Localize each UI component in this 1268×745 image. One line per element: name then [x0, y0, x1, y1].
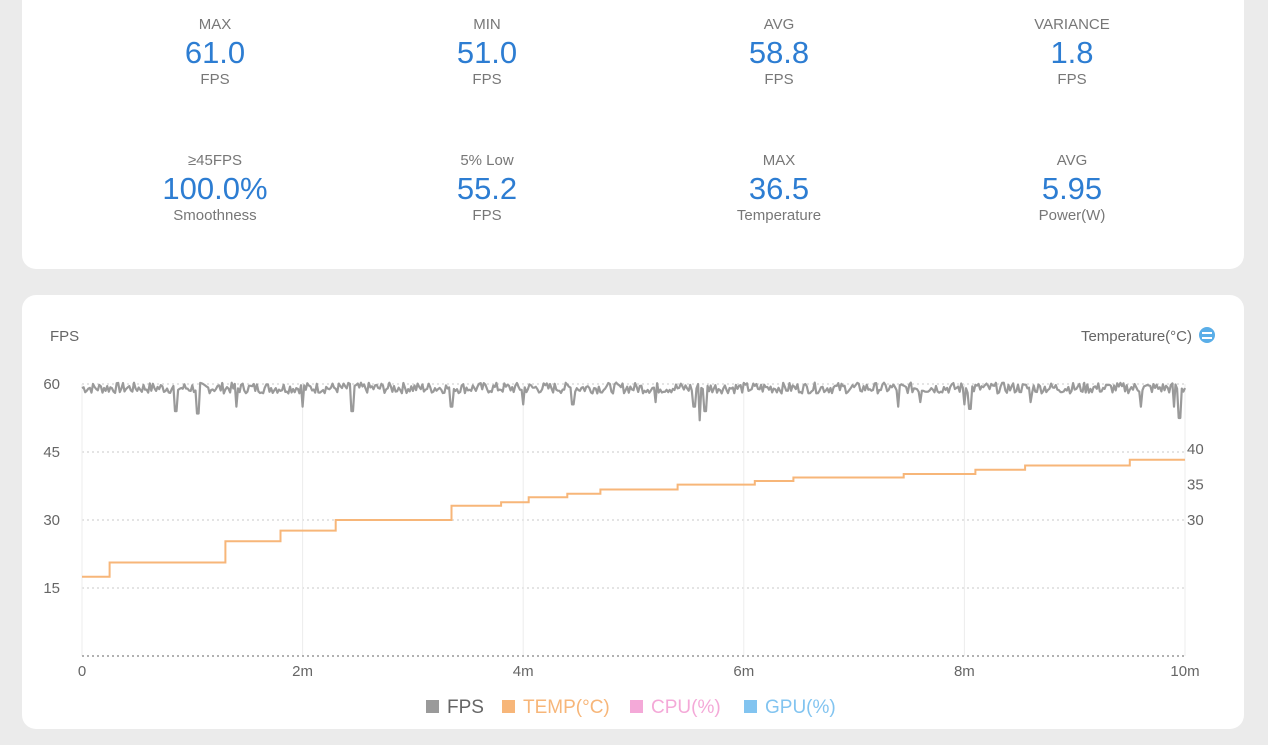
axis-toggle-button[interactable]: [1199, 327, 1215, 343]
stat-value: 5.95: [1041, 171, 1103, 206]
legend[interactable]: FPS TEMP(°C) CPU(%) GPU(%): [426, 697, 836, 718]
swap-icon[interactable]: [1199, 327, 1215, 343]
legend-swatch: [426, 700, 439, 713]
stat-label: ≥45FPS: [187, 152, 243, 169]
stat-value: 1.8: [1050, 35, 1094, 70]
y-left-tick-label: 30: [43, 512, 60, 529]
stat-label: MIN: [473, 16, 501, 33]
legend-item[interactable]: GPU(%): [744, 697, 836, 718]
y-left-tick-label: 15: [43, 580, 60, 597]
stat-item: MIN 51.0 FPS: [377, 16, 597, 89]
stat-unit: FPS: [200, 71, 230, 88]
stat-value: 36.5: [748, 171, 810, 206]
x-tick-label: 10m: [1170, 663, 1199, 680]
stat-item: 5% Low 55.2 FPS: [377, 152, 597, 225]
series-layer: [81, 381, 1187, 578]
y-right-tick-label: 35: [1187, 477, 1204, 494]
stat-unit: FPS: [764, 71, 794, 88]
grid-layer: [81, 383, 1186, 657]
y-left-tick-label: 60: [43, 376, 60, 393]
y-right-tick-label: 40: [1187, 441, 1204, 458]
left-axis-title: FPS: [50, 328, 79, 345]
stat-value: 100.0%: [162, 171, 268, 206]
stat-item: AVG 58.8 FPS: [669, 16, 889, 89]
legend-swatch: [744, 700, 757, 713]
legend-label: FPS: [447, 697, 484, 718]
stat-label: AVG: [763, 16, 795, 33]
stat-item: AVG 5.95 Power(W): [962, 152, 1182, 225]
legend-label: TEMP(°C): [523, 697, 610, 718]
stat-value: 51.0: [456, 35, 518, 70]
temp-series-line: [82, 458, 1185, 578]
stats-card: MAX 61.0 FPS MIN 51.0 FPS AVG 58.8 FPS VARIANCE 1.…: [22, 0, 1244, 269]
y-left-tick-label: 45: [43, 444, 60, 461]
stat-unit: FPS: [472, 207, 502, 224]
performance-chart: 15 30 45 60 0 2m 4m 6m 8m 10m 30 35 40 FPS TEMP(°C) CP…: [43, 327, 1215, 718]
stat-unit: FPS: [1057, 71, 1087, 88]
stat-item: VARIANCE 1.8 FPS: [962, 16, 1182, 89]
stat-value: 61.0: [184, 35, 246, 70]
axis-layer: 15 30 45 60 0 2m 4m 6m 8m 10m 30 35 40: [43, 376, 1203, 680]
stat-unit: Smoothness: [173, 207, 257, 224]
stat-unit: Power(W): [1038, 207, 1106, 224]
stat-label: MAX: [762, 152, 796, 169]
legend-swatch: [502, 700, 515, 713]
x-tick-label: 6m: [733, 663, 754, 680]
right-axis-title: Temperature(°C): [1081, 328, 1192, 345]
y-right-tick-label: 30: [1187, 512, 1204, 529]
legend-item[interactable]: TEMP(°C): [502, 697, 610, 718]
legend-item[interactable]: FPS: [426, 697, 484, 718]
stat-item: ≥45FPS 100.0% Smoothness: [105, 152, 325, 225]
x-tick-label: 2m: [292, 663, 313, 680]
stat-label: MAX: [198, 16, 232, 33]
legend-label: CPU(%): [651, 697, 721, 718]
stat-item: MAX 61.0 FPS: [105, 16, 325, 89]
legend-item[interactable]: CPU(%): [630, 697, 721, 718]
stat-unit: Temperature: [736, 207, 822, 224]
chart-card: 15 30 45 60 0 2m 4m 6m 8m 10m 30 35 40 FPS TEMP(°C) CP…: [22, 295, 1244, 729]
stat-item: MAX 36.5 Temperature: [669, 152, 889, 225]
stat-value: 58.8: [748, 35, 810, 70]
stat-unit: FPS: [472, 71, 502, 88]
stat-value: 55.2: [456, 171, 518, 206]
legend-swatch: [630, 700, 643, 713]
fps-series-line: [81, 381, 1187, 422]
stat-label: 5% Low: [460, 152, 514, 169]
x-tick-label: 0: [78, 663, 86, 680]
x-tick-label: 4m: [513, 663, 534, 680]
x-tick-label: 8m: [954, 663, 975, 680]
legend-label: GPU(%): [765, 697, 836, 718]
stat-label: AVG: [1056, 152, 1088, 169]
stat-label: VARIANCE: [1034, 16, 1110, 33]
